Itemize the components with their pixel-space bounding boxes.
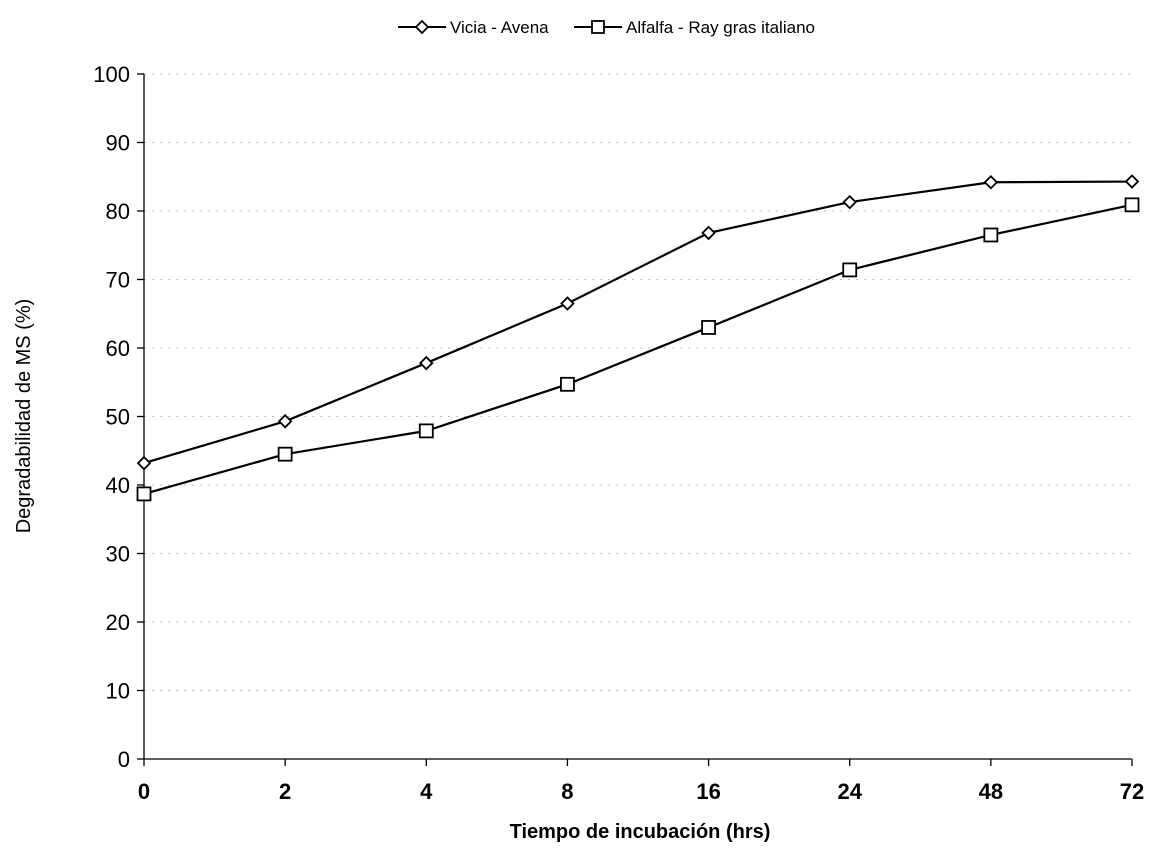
data-point-alfalfa-ray-gras-italiano [983, 227, 999, 243]
x-tick-label: 24 [837, 779, 862, 804]
x-tick-label: 72 [1120, 779, 1144, 804]
data-point-vicia-avena [277, 414, 293, 429]
series-line-alfalfa-ray-gras-italiano [143, 203, 1133, 495]
y-tick-label: 0 [118, 747, 130, 772]
legend-diamond-marker-icon [414, 19, 430, 35]
y-tick-label: 40 [106, 473, 130, 498]
data-point-vicia-avena [1124, 174, 1140, 189]
data-point-alfalfa-ray-gras-italiano [418, 423, 434, 439]
data-point-vicia-avena [560, 296, 575, 311]
data-point-vicia-avena [419, 355, 434, 371]
x-tick-label: 0 [138, 779, 150, 804]
legend-label-vicia-avena: Vicia - Avena [450, 18, 549, 37]
y-tick-label: 80 [106, 199, 130, 224]
legend-item-alfalfa-ray-gras: Alfalfa - Ray gras italiano [574, 18, 815, 37]
y-tick-label: 70 [106, 268, 130, 293]
y-tick-label: 60 [106, 336, 130, 361]
x-tick-label: 4 [420, 779, 433, 804]
legend-item-vicia-avena: Vicia - Avena [398, 18, 549, 37]
axes [143, 74, 1132, 760]
y-tick-label: 10 [106, 679, 130, 704]
y-tick-label: 100 [93, 62, 130, 87]
y-tick-label: 50 [106, 405, 130, 430]
data-point-alfalfa-ray-gras-italiano [277, 446, 293, 462]
y-axis-ticks: 0 10 20 30 40 50 60 70 80 90 100 [93, 62, 144, 772]
x-axis-title: Tiempo de incubación (hrs) [510, 821, 771, 843]
x-tick-label: 16 [696, 779, 720, 804]
gridlines [144, 73, 1132, 691]
series-line-vicia-avena [143, 180, 1133, 465]
data-point-alfalfa-ray-gras-italiano [560, 376, 575, 392]
legend-square-marker-icon [591, 20, 605, 34]
x-tick-label: 2 [279, 779, 291, 804]
legend-label-alfalfa-ray-gras: Alfalfa - Ray gras italiano [626, 18, 815, 37]
data-point-alfalfa-ray-gras-italiano [136, 486, 152, 502]
x-tick-label: 8 [561, 779, 573, 804]
data-point-vicia-avena [701, 225, 716, 241]
y-tick-label: 20 [106, 610, 130, 635]
y-axis-title: Degradabilidad de MS (%) [13, 299, 35, 534]
y-tick-label: 30 [106, 542, 130, 567]
data-point-alfalfa-ray-gras-italiano [701, 320, 716, 335]
y-tick-label: 90 [106, 131, 130, 156]
data-point-vicia-avena [842, 194, 857, 210]
data-point-alfalfa-ray-gras-italiano [842, 262, 858, 278]
data-point-vicia-avena [983, 174, 999, 190]
x-tick-label: 48 [979, 779, 1003, 804]
legend: Vicia - Avena Alfalfa - Ray gras italian… [398, 18, 815, 37]
data-point-alfalfa-ray-gras-italiano [1124, 197, 1140, 213]
data-point-vicia-avena [136, 455, 152, 471]
x-axis-ticks: 0 2 4 8 16 24 48 72 [138, 759, 1144, 804]
data-series [136, 174, 1140, 502]
